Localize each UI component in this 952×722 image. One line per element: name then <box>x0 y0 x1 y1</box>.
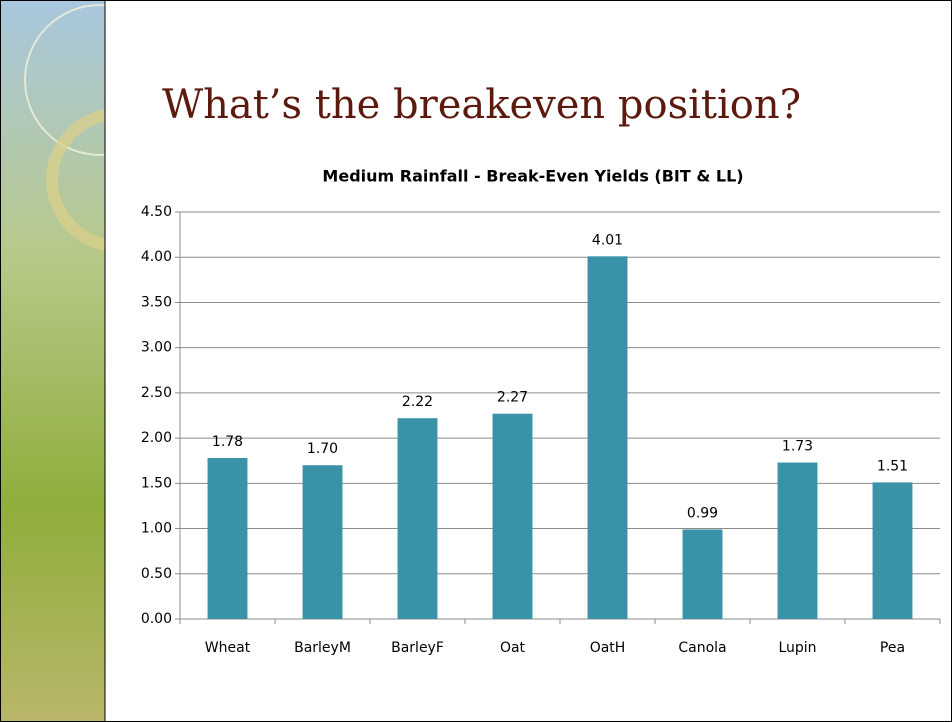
y-tick-label: 1.50 <box>141 475 172 491</box>
y-tick-label: 2.50 <box>141 385 172 401</box>
value-label: 4.01 <box>592 232 623 248</box>
bar <box>682 529 723 619</box>
x-tick-label: Canola <box>678 640 726 656</box>
x-tick-label: BarleyF <box>391 640 444 656</box>
x-tick-label: OatH <box>590 640 626 656</box>
y-tick-label: 4.00 <box>141 249 172 265</box>
x-tick-label: Pea <box>880 640 905 656</box>
bar <box>777 462 818 619</box>
bar <box>492 413 533 619</box>
slide-title: What’s the breakeven position? <box>162 82 801 128</box>
value-label: 0.99 <box>687 505 718 521</box>
value-label: 2.27 <box>497 390 528 406</box>
value-label: 1.70 <box>307 441 338 457</box>
value-label: 2.22 <box>402 394 433 410</box>
x-tick-label: BarleyM <box>294 640 351 656</box>
y-tick-label: 4.50 <box>141 204 172 220</box>
bar <box>302 465 343 619</box>
y-tick-label: 2.00 <box>141 430 172 446</box>
value-label: 1.73 <box>782 439 813 455</box>
value-label: 1.78 <box>212 434 243 450</box>
chart-title: Medium Rainfall - Break-Even Yields (BIT… <box>322 167 743 186</box>
y-tick-label: 1.00 <box>141 521 172 537</box>
bar <box>587 256 628 619</box>
y-tick-label: 3.50 <box>141 294 172 310</box>
value-label: 1.51 <box>877 458 908 474</box>
x-tick-label: Oat <box>500 640 526 656</box>
y-tick-label: 3.00 <box>141 340 172 356</box>
y-tick-label: 0.50 <box>141 566 172 582</box>
x-tick-label: Wheat <box>205 640 251 656</box>
bar <box>872 482 913 619</box>
side-strip <box>1 1 105 721</box>
bar <box>397 418 438 619</box>
x-tick-label: Lupin <box>778 640 816 656</box>
bar <box>207 458 248 619</box>
y-tick-label: 0.00 <box>141 611 172 627</box>
